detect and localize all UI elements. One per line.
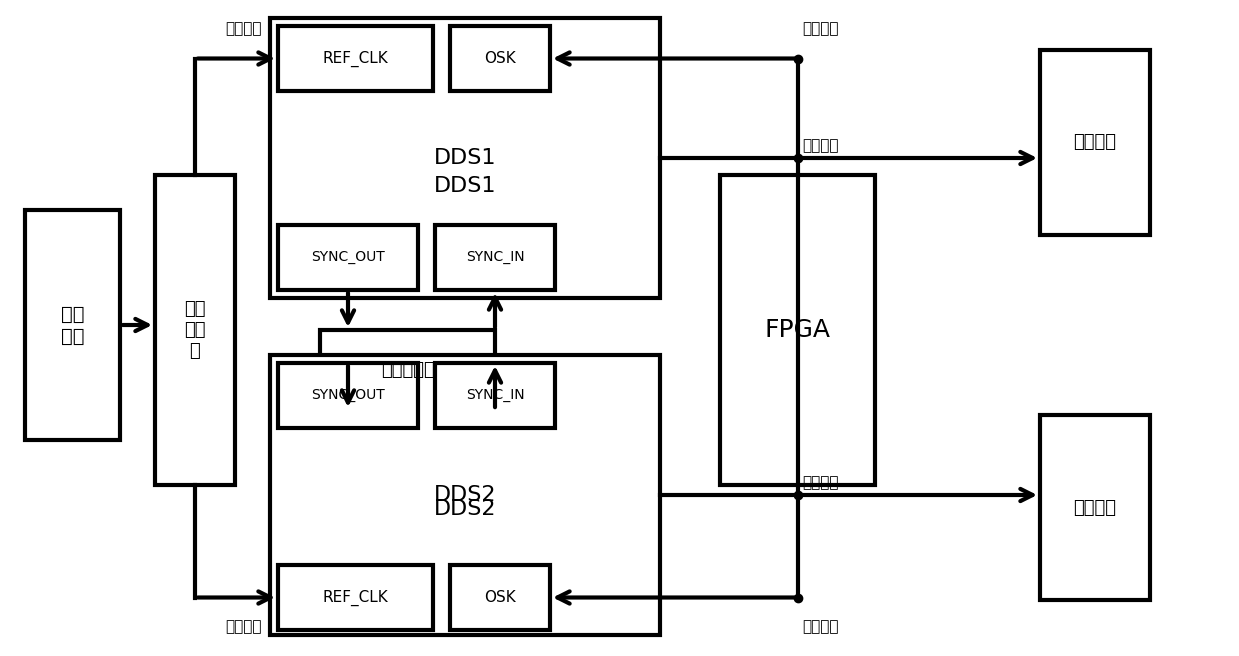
Bar (320, 330, 496, 410)
Bar (278, 26, 432, 91)
Text: 接收前端: 接收前端 (1073, 499, 1116, 516)
Bar (1040, 50, 1150, 235)
Text: SYNC_IN: SYNC_IN (466, 388, 524, 403)
Bar (25, 210, 120, 440)
Text: FPGA: FPGA (764, 318, 830, 342)
Bar (720, 175, 875, 485)
Text: DDS1: DDS1 (434, 176, 497, 196)
Bar (278, 363, 418, 428)
Bar (278, 225, 418, 290)
Text: 参考时钟: 参考时钟 (225, 22, 261, 37)
Text: 参考时钟: 参考时钟 (225, 619, 261, 634)
Bar (435, 363, 555, 428)
Text: REF_CLK: REF_CLK (322, 51, 388, 67)
Text: REF_CLK: REF_CLK (322, 589, 388, 605)
Text: 时钟缓冲器: 时钟缓冲器 (380, 361, 435, 379)
Text: 时序控制: 时序控制 (803, 619, 839, 634)
Text: 发射前端: 发射前端 (1073, 134, 1116, 152)
Text: 参考信号: 参考信号 (803, 475, 839, 490)
Bar (450, 565, 550, 630)
Bar (450, 26, 550, 91)
Text: 时序控制: 时序控制 (803, 22, 839, 37)
Bar (1040, 415, 1150, 600)
Text: DDS1: DDS1 (434, 148, 497, 168)
Bar (278, 565, 432, 630)
Bar (435, 225, 555, 290)
Bar (270, 18, 660, 298)
Text: 时钟
缓冲
器: 时钟 缓冲 器 (185, 300, 206, 359)
Bar (270, 355, 660, 635)
Text: SYNC_OUT: SYNC_OUT (311, 388, 385, 403)
Bar (155, 175, 235, 485)
Text: 发射信号: 发射信号 (803, 138, 839, 153)
Text: 时钟
芯片: 时钟 芯片 (61, 304, 84, 346)
Text: SYNC_IN: SYNC_IN (466, 251, 524, 264)
Text: SYNC_OUT: SYNC_OUT (311, 251, 385, 264)
Text: DDS2: DDS2 (434, 499, 497, 519)
Text: DDS2: DDS2 (434, 485, 497, 505)
Text: OSK: OSK (484, 51, 515, 66)
Text: OSK: OSK (484, 590, 515, 605)
